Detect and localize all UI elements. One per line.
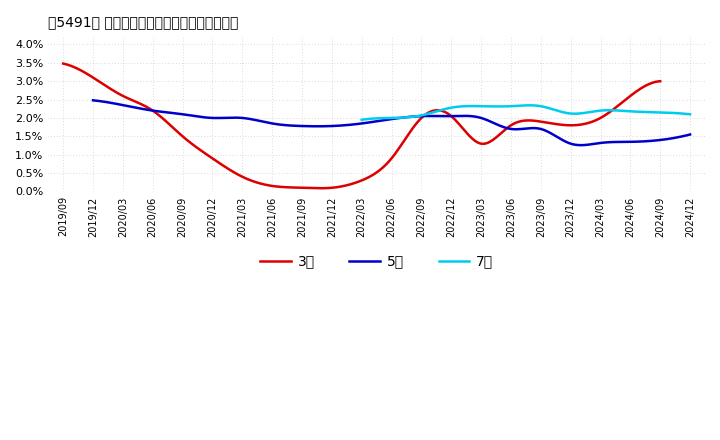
3年 — [253, 180, 262, 185]
7年 — [595, 108, 604, 114]
7年 — [397, 115, 405, 120]
3年 — [316, 186, 325, 191]
Line: 3年: 3年 — [63, 63, 660, 188]
3年 — [436, 108, 444, 113]
3年 — [656, 79, 665, 84]
3年 — [130, 99, 139, 104]
7年 — [487, 104, 496, 109]
7年 — [564, 111, 573, 116]
5年 — [523, 126, 531, 131]
Text: ［5491］ 当期純利益マージンの平均値の推移: ［5491］ 当期純利益マージンの平均値の推移 — [48, 15, 238, 29]
5年 — [520, 126, 528, 132]
7年 — [464, 103, 473, 109]
5年 — [89, 98, 97, 103]
7年 — [597, 108, 606, 113]
3年 — [59, 61, 68, 66]
7年 — [357, 117, 366, 122]
3年 — [295, 185, 304, 191]
5年 — [464, 114, 473, 119]
Line: 5年: 5年 — [93, 100, 690, 145]
Legend: 3年, 5年, 7年: 3年, 5年, 7年 — [254, 249, 499, 274]
3年 — [491, 135, 500, 140]
5年 — [685, 132, 694, 137]
7年 — [685, 112, 694, 117]
5年 — [161, 110, 169, 115]
3年 — [495, 133, 503, 138]
7年 — [526, 103, 534, 108]
5年 — [283, 123, 292, 128]
5年 — [325, 124, 334, 129]
5年 — [577, 143, 585, 148]
Line: 7年: 7年 — [361, 105, 690, 120]
